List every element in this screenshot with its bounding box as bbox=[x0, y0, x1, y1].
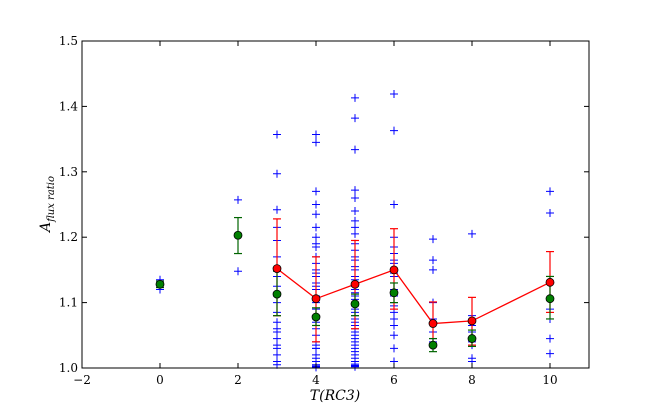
data-point bbox=[312, 223, 320, 232]
data-point bbox=[546, 187, 554, 196]
data-point bbox=[234, 195, 242, 204]
data-point bbox=[312, 187, 320, 196]
x-tick-label: 4 bbox=[312, 373, 320, 387]
data-point bbox=[351, 229, 359, 238]
data-point bbox=[390, 344, 398, 353]
green-marker bbox=[467, 334, 477, 343]
y-tick-label: 1.5 bbox=[59, 34, 78, 48]
data-point bbox=[351, 207, 359, 216]
data-point bbox=[312, 130, 320, 139]
y-tick-label: 1.1 bbox=[59, 296, 78, 310]
x-tick-label: 2 bbox=[234, 373, 242, 387]
green-marker bbox=[272, 289, 282, 299]
data-point bbox=[312, 200, 320, 209]
data-point bbox=[273, 130, 281, 139]
x-axis-label: T(RC3) bbox=[310, 388, 360, 404]
data-point bbox=[312, 138, 320, 147]
green-marker bbox=[545, 294, 555, 304]
red-marker bbox=[428, 319, 438, 328]
data-point bbox=[390, 331, 398, 340]
data-point bbox=[390, 321, 398, 330]
red-marker bbox=[389, 265, 399, 275]
y-tick-label: 1.0 bbox=[59, 361, 78, 375]
x-tick-label: 6 bbox=[390, 373, 398, 387]
data-point bbox=[273, 205, 281, 214]
data-point bbox=[273, 169, 281, 178]
red-marker bbox=[272, 264, 282, 273]
plot-frame bbox=[81, 40, 590, 369]
data-point bbox=[312, 210, 320, 219]
green-marker bbox=[311, 312, 321, 322]
red-marker bbox=[467, 316, 477, 326]
data-point bbox=[546, 209, 554, 218]
data-point bbox=[468, 229, 476, 238]
y-tick-label: 1.3 bbox=[59, 165, 78, 179]
x-tick-label: 10 bbox=[542, 373, 557, 387]
green-marker bbox=[389, 288, 399, 298]
data-point bbox=[351, 93, 359, 102]
data-point bbox=[273, 360, 281, 369]
svg-text:Aflux ratio: Aflux ratio bbox=[38, 176, 57, 234]
data-point bbox=[351, 193, 359, 202]
x-tick-label: −2 bbox=[73, 373, 91, 387]
data-point bbox=[390, 89, 398, 98]
data-point bbox=[546, 349, 554, 358]
data-point bbox=[429, 256, 437, 265]
red-marker bbox=[350, 279, 360, 289]
x-tick-label: 0 bbox=[156, 373, 164, 387]
data-point bbox=[429, 265, 437, 274]
ticks-layer: −2 0 2 4 6 8 10 1.0 1.1 1.2 1.3 1.4 1.5 bbox=[59, 34, 589, 387]
y-tick-label: 1.2 bbox=[59, 230, 78, 244]
data-point bbox=[390, 126, 398, 135]
green-marker bbox=[350, 299, 360, 309]
y-axis-label: Aflux ratio bbox=[38, 176, 57, 234]
marker-layer bbox=[155, 230, 555, 350]
data-point bbox=[546, 334, 554, 343]
data-point bbox=[351, 362, 359, 371]
y-axis-label-sub: flux ratio bbox=[46, 176, 57, 223]
data-point bbox=[390, 200, 398, 209]
green-marker bbox=[155, 279, 165, 289]
green-marker bbox=[233, 230, 243, 240]
data-point bbox=[234, 267, 242, 276]
red-marker bbox=[545, 277, 555, 287]
green-marker bbox=[428, 340, 438, 350]
data-point bbox=[351, 186, 359, 195]
y-axis-label-main: A bbox=[38, 222, 54, 234]
y-tick-label: 1.4 bbox=[59, 99, 78, 113]
data-point bbox=[312, 243, 320, 252]
data-point bbox=[351, 114, 359, 123]
x-tick-label: 8 bbox=[468, 373, 476, 387]
data-point bbox=[429, 235, 437, 244]
data-point bbox=[351, 145, 359, 154]
red-marker bbox=[311, 294, 321, 304]
